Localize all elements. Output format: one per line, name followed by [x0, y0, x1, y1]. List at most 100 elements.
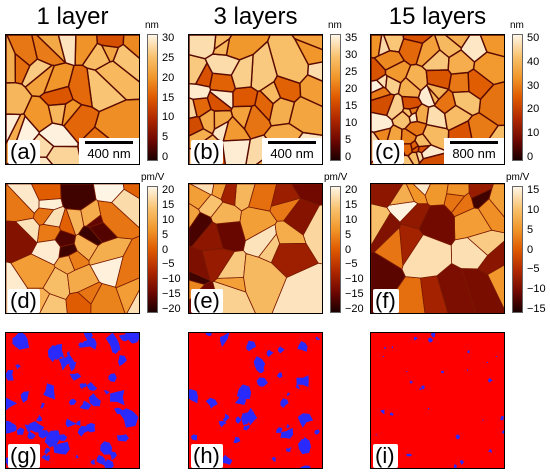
domain-blob — [24, 423, 33, 433]
domain-blob — [68, 398, 77, 406]
grain — [189, 211, 213, 247]
domain-blob — [382, 355, 384, 358]
colorbar-tick-label: 5 — [162, 228, 169, 241]
scale-bar-label-c: 800 nm — [452, 146, 496, 161]
colorbar-tick-label: 20 — [162, 71, 175, 84]
domain-blob — [58, 434, 68, 441]
domain-blob — [103, 459, 114, 468]
domain-blob — [246, 409, 258, 426]
domain-blob — [52, 343, 65, 359]
panel-label-b: (b) — [191, 140, 223, 164]
domain-blob — [441, 370, 445, 374]
domain-blob — [35, 414, 43, 422]
domain-blob — [6, 397, 18, 411]
domain-blob — [117, 434, 129, 442]
colorbar-tick-label: 10 — [527, 127, 540, 140]
grain — [6, 35, 38, 67]
grain — [189, 115, 205, 137]
domain-blob — [222, 413, 230, 422]
domain-blob — [233, 436, 241, 444]
colorbar-tick-label: −20 — [162, 303, 181, 315]
grain — [122, 184, 139, 199]
grain — [30, 239, 61, 266]
panel-label-h: (h) — [191, 444, 223, 468]
domain-blob — [109, 451, 117, 461]
domain-blob — [65, 418, 77, 428]
grain — [401, 107, 413, 118]
domain-blob — [15, 364, 21, 370]
domain-blob — [118, 408, 139, 428]
domain-blob — [125, 333, 139, 344]
domain-blob — [421, 385, 425, 390]
domain-blob — [27, 431, 36, 440]
domain-blob — [389, 412, 394, 416]
domain-blob — [77, 425, 90, 437]
colorbar-tick-label: 20 — [345, 184, 358, 196]
domain-blob — [488, 449, 492, 453]
domain-blob — [297, 413, 314, 428]
grain — [461, 268, 504, 313]
colorbar-tick-label: 10 — [527, 203, 540, 216]
panel-label-f: (f) — [373, 289, 399, 313]
colorbar-tick-label: 15 — [162, 91, 175, 104]
colorbar-tick-label: 15 — [345, 198, 358, 211]
grain — [59, 208, 77, 236]
domain-blob — [220, 454, 233, 465]
domain-blob — [79, 400, 92, 410]
domain-blob — [90, 459, 96, 465]
grain — [230, 105, 253, 130]
grain — [291, 35, 322, 51]
grain — [371, 86, 392, 102]
grain — [39, 293, 68, 313]
grain — [426, 83, 450, 100]
grain — [232, 86, 259, 108]
domain-blob — [118, 355, 127, 367]
domain-blob — [191, 434, 197, 441]
colorbar-tick-label: 15 — [345, 100, 358, 112]
domain-blob — [218, 421, 227, 428]
domain-blob — [109, 390, 125, 406]
topography-panel-c: (c) 800 nm — [370, 34, 505, 165]
grain — [38, 198, 64, 211]
domain-blob — [406, 453, 413, 457]
domain-blob — [266, 349, 274, 358]
domain-blob — [459, 460, 464, 465]
piezoresponse-panel-f: (f) — [370, 183, 505, 314]
colorbar-tick-label: −5 — [527, 263, 540, 276]
colorbar-tick-label: 15 — [162, 198, 175, 211]
grain — [88, 222, 118, 243]
colorbar-unit-b: nm — [328, 20, 342, 31]
domain-blob — [488, 378, 493, 383]
domain-map-panel-h: (h) — [188, 332, 323, 469]
grain — [189, 83, 212, 101]
colorbar-tick-label: 0 — [527, 151, 534, 163]
grain — [6, 35, 17, 84]
colorbar-tick-label: 0 — [345, 151, 352, 163]
domain-blob — [234, 395, 247, 405]
grain — [444, 35, 471, 49]
domain-blob — [419, 387, 422, 390]
scale-bar-a: 400 nm — [79, 138, 139, 164]
domain-blob — [243, 424, 250, 431]
grain — [248, 184, 277, 212]
domain-blob — [43, 383, 56, 400]
domain-blob — [467, 350, 470, 354]
domain-blob — [96, 454, 106, 466]
domain-blob — [83, 337, 97, 350]
colorbar-tick-label: 50 — [527, 32, 540, 44]
domain-blob — [314, 429, 320, 435]
grain — [239, 206, 278, 241]
domain-blob — [427, 407, 430, 410]
domain-blob — [278, 346, 285, 354]
panel-label-g: (g) — [8, 444, 40, 468]
domain-blob — [481, 419, 484, 421]
domain-blob — [220, 333, 230, 347]
panel-label-d: (d) — [8, 289, 40, 313]
domain-blob — [428, 337, 434, 343]
grain — [398, 38, 424, 66]
domain-blob — [40, 402, 45, 409]
domain-blob — [406, 371, 408, 373]
scale-bar-label-a: 400 nm — [87, 146, 131, 161]
domain-blob — [41, 454, 47, 459]
colorbar-tick-label: −5 — [345, 258, 358, 271]
